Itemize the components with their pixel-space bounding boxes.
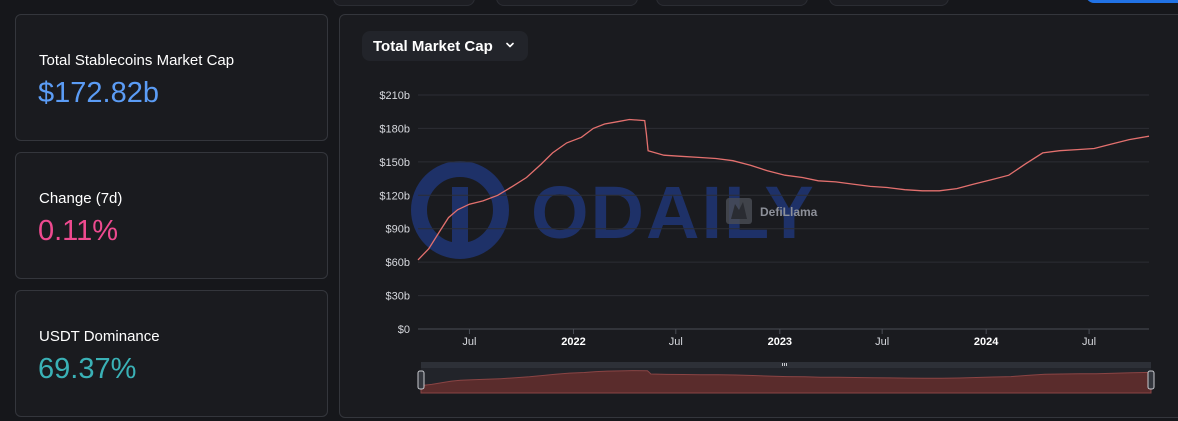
- chevron-down-icon: [506, 42, 514, 48]
- top-action-button[interactable]: [1086, 0, 1178, 3]
- time-range-brush[interactable]: [417, 362, 1155, 394]
- chart-metric-select[interactable]: Total Market Cap: [362, 31, 528, 61]
- brush-grip-icon: [782, 363, 787, 366]
- series-line: [417, 118, 1150, 261]
- brush-left-handle[interactable]: [417, 370, 425, 390]
- y-tick-label: $30b: [386, 291, 410, 303]
- brush-area-series: [420, 370, 1152, 394]
- y-tick-label: $150b: [379, 157, 410, 169]
- brush-right-handle[interactable]: [1147, 370, 1155, 390]
- x-tick-label: Jul: [1082, 336, 1096, 348]
- odaily-watermark: ODAILY: [411, 161, 816, 259]
- stat-card-total-mcap: Total Stablecoins Market Cap $172.82b: [15, 14, 328, 141]
- defillama-watermark-text: DefiLlama: [760, 205, 818, 219]
- y-tick-label: $120b: [379, 190, 410, 202]
- x-tick-label: 2022: [561, 336, 585, 348]
- y-tick-label: $60b: [386, 257, 410, 269]
- y-tick-label: $0: [398, 324, 410, 336]
- stat-label: Total Stablecoins Market Cap: [39, 52, 235, 69]
- chart-grid: [418, 94, 1149, 330]
- x-tick-label: Jul: [462, 336, 476, 348]
- x-axis: Jul 2022 Jul 2023 Jul 2024 Jul: [462, 329, 1096, 348]
- chart-series: [417, 118, 1150, 261]
- x-tick-label: 2024: [974, 336, 999, 348]
- odaily-watermark-text: ODAILY: [531, 171, 816, 254]
- stat-value: 0.11%: [38, 215, 119, 247]
- stat-card-usdt-dominance: USDT Dominance 69.37%: [15, 290, 328, 417]
- x-tick-label: Jul: [669, 336, 683, 348]
- defillama-watermark: DefiLlama: [726, 198, 818, 224]
- stat-label: Change (7d): [39, 190, 123, 207]
- chart-metric-select-label: Total Market Cap: [373, 37, 493, 55]
- stat-value: 69.37%: [38, 353, 137, 385]
- y-tick-label: $210b: [379, 90, 410, 102]
- stat-label: USDT Dominance: [39, 328, 160, 345]
- stat-card-change-7d: Change (7d) 0.11%: [15, 152, 328, 279]
- y-axis: $0 $30b $60b $90b $120b $150b $180b $210b: [379, 90, 410, 336]
- y-tick-label: $180b: [379, 123, 410, 135]
- y-tick-label: $90b: [386, 224, 410, 236]
- chart-panel: [339, 14, 1178, 418]
- x-tick-label: 2023: [768, 336, 792, 348]
- x-tick-label: Jul: [875, 336, 889, 348]
- stat-value: $172.82b: [38, 77, 159, 109]
